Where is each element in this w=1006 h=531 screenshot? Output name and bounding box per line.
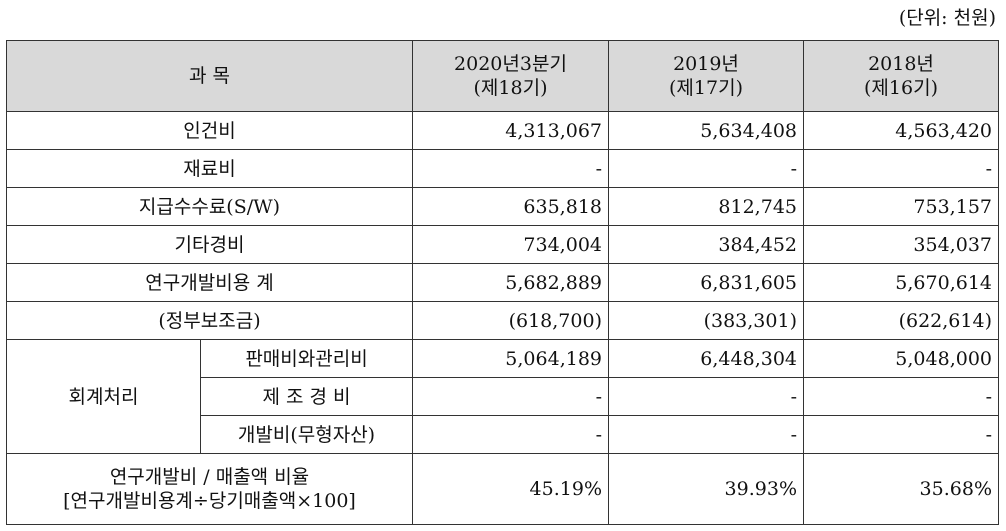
value-cell: - <box>608 149 804 188</box>
table-body: 과 목 2020년3분기 (제18기) 2019년 (제17기) 2018년 (제16… <box>6 40 999 525</box>
header-cell: 2018년 (제16기) <box>803 40 999 112</box>
header-line: 2018년 <box>868 53 934 75</box>
value-cell: 5,048,000 <box>803 339 999 378</box>
value-cell: - <box>803 377 999 416</box>
header-cell: 과 목 <box>6 40 413 112</box>
value-cell: 6,831,605 <box>608 263 804 302</box>
value-cell: 734,004 <box>412 225 609 264</box>
data-row: 재료비 - - - <box>6 149 999 188</box>
label-cell: 재료비 <box>6 149 413 188</box>
rnd-table: 과 목 2020년3분기 (제18기) 2019년 (제17기) 2018년 (제16… <box>6 40 999 525</box>
value-cell: 39.93% <box>608 453 804 525</box>
label-cell: 제 조 경 비 <box>200 377 413 416</box>
label-cell: 연구개발비 / 매출액 비율 [연구개발비용계÷당기매출액×100] <box>6 453 413 525</box>
header-cell: 2020년3분기 (제18기) <box>412 40 609 112</box>
header-line: 2019년 <box>673 53 739 75</box>
value-cell: 635,818 <box>412 187 609 226</box>
value-cell: (383,301) <box>608 301 804 340</box>
data-row: 지급수수료(S/W) 635,818 812,745 753,157 <box>6 187 999 226</box>
value-cell: - <box>412 149 609 188</box>
header-line: (제16기) <box>864 77 938 99</box>
label-cell: 연구개발비용 계 <box>6 263 413 302</box>
value-cell: 5,064,189 <box>412 339 609 378</box>
value-cell: - <box>803 415 999 454</box>
value-cell: 354,037 <box>803 225 999 264</box>
label-cell: 지급수수료(S/W) <box>6 187 413 226</box>
data-row: 기타경비 734,004 384,452 354,037 <box>6 225 999 264</box>
data-row: 인건비 4,313,067 5,634,408 4,563,420 <box>6 111 999 150</box>
data-row: 제 조 경 비--- <box>7 377 999 416</box>
header-cell: 2019년 (제17기) <box>608 40 804 112</box>
label-cell: 판매비와관리비 <box>200 339 413 378</box>
data-row: 회계처리 판매비와관리비 5,064,189 6,448,304 5,048,000 <box>6 339 999 454</box>
value-cell: - <box>803 149 999 188</box>
value-cell: 812,745 <box>608 187 804 226</box>
value-cell: (618,700) <box>412 301 609 340</box>
value-cell: 5,670,614 <box>803 263 999 302</box>
value-cell: 35.68% <box>803 453 999 525</box>
label-cell: (정부보조금) <box>6 301 413 340</box>
value-cell: - <box>412 377 609 416</box>
header-row: 과 목 2020년3분기 (제18기) 2019년 (제17기) 2018년 (제16… <box>6 40 999 112</box>
value-cell: - <box>608 415 804 454</box>
header-line: (제17기) <box>669 77 743 99</box>
value-cell: - <box>608 377 804 416</box>
value-cell: 753,157 <box>803 187 999 226</box>
value-cell: 4,313,067 <box>412 111 609 150</box>
unit-note: (단위: 천원) <box>898 7 996 29</box>
label-cell: 개발비(무형자산) <box>200 415 413 454</box>
data-row: 연구개발비용 계 5,682,889 6,831,605 5,670,614 <box>6 263 999 302</box>
value-cell: (622,614) <box>803 301 999 340</box>
header-line: 2020년3분기 <box>454 53 567 75</box>
label-line: [연구개발비용계÷당기매출액×100] <box>63 490 356 512</box>
ratio-row: 연구개발비 / 매출액 비율 [연구개발비용계÷당기매출액×100] 45.19% 3… <box>6 453 999 525</box>
value-cell: - <box>412 415 609 454</box>
value-cell: 5,634,408 <box>608 111 804 150</box>
data-row: 개발비(무형자산) - - - <box>7 415 999 454</box>
label-cell: 기타경비 <box>6 225 413 264</box>
value-cell: 4,563,420 <box>803 111 999 150</box>
label-cell: 인건비 <box>6 111 413 150</box>
group-label-cell: 회계처리 <box>6 339 201 454</box>
value-cell: 384,452 <box>608 225 804 264</box>
label-line: 연구개발비 / 매출액 비율 <box>109 466 310 488</box>
value-cell: 5,682,889 <box>412 263 609 302</box>
header-line: (제18기) <box>473 77 548 99</box>
value-cell: 6,448,304 <box>608 339 804 378</box>
data-row: (정부보조금) (618,700) (383,301) (622,614) <box>6 301 999 340</box>
value-cell: 45.19% <box>412 453 609 525</box>
